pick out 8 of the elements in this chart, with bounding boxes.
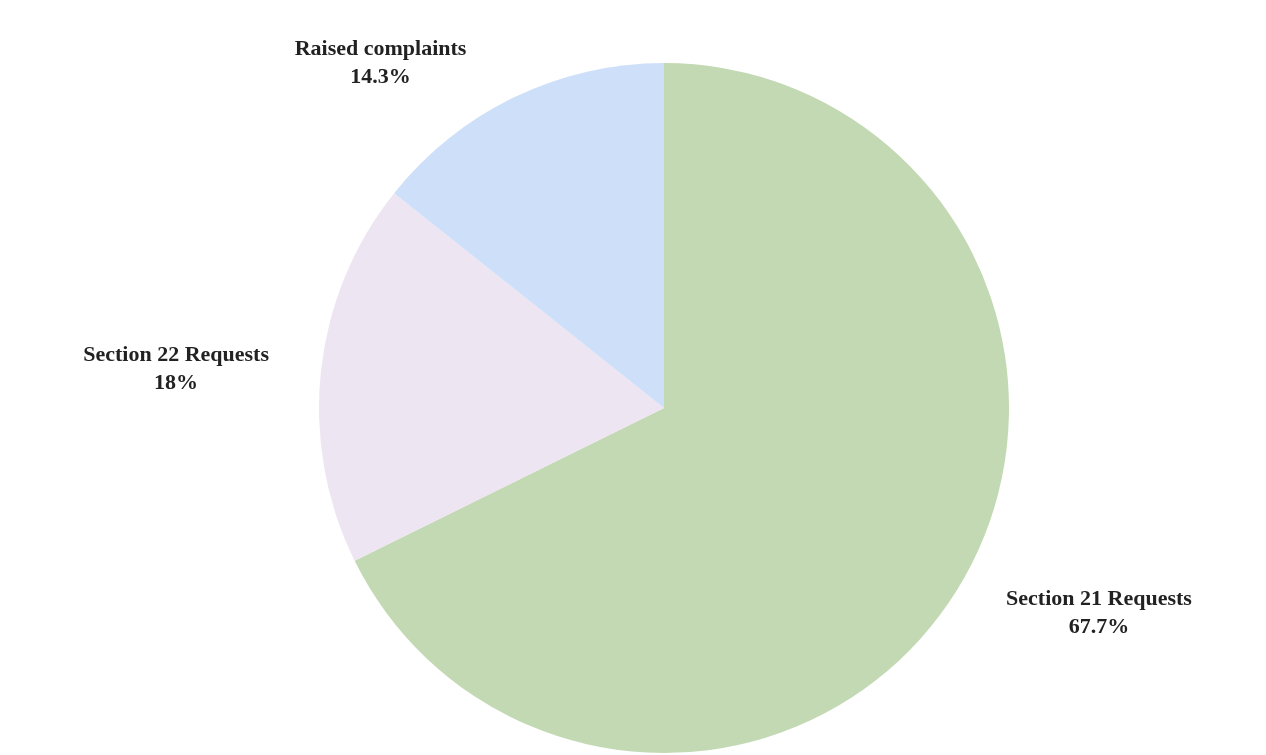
data-label: 67.7% <box>1068 613 1130 639</box>
slice-label: Section 22 Requests <box>83 340 270 366</box>
pie-slice <box>354 63 1009 753</box>
slice-label: Section 21 Requests <box>1006 585 1193 611</box>
data-label: 14.3% <box>350 63 411 89</box>
data-label: 18% <box>154 368 199 394</box>
slice-label: Raised complaints <box>294 35 467 61</box>
pie-slice <box>319 193 664 561</box>
